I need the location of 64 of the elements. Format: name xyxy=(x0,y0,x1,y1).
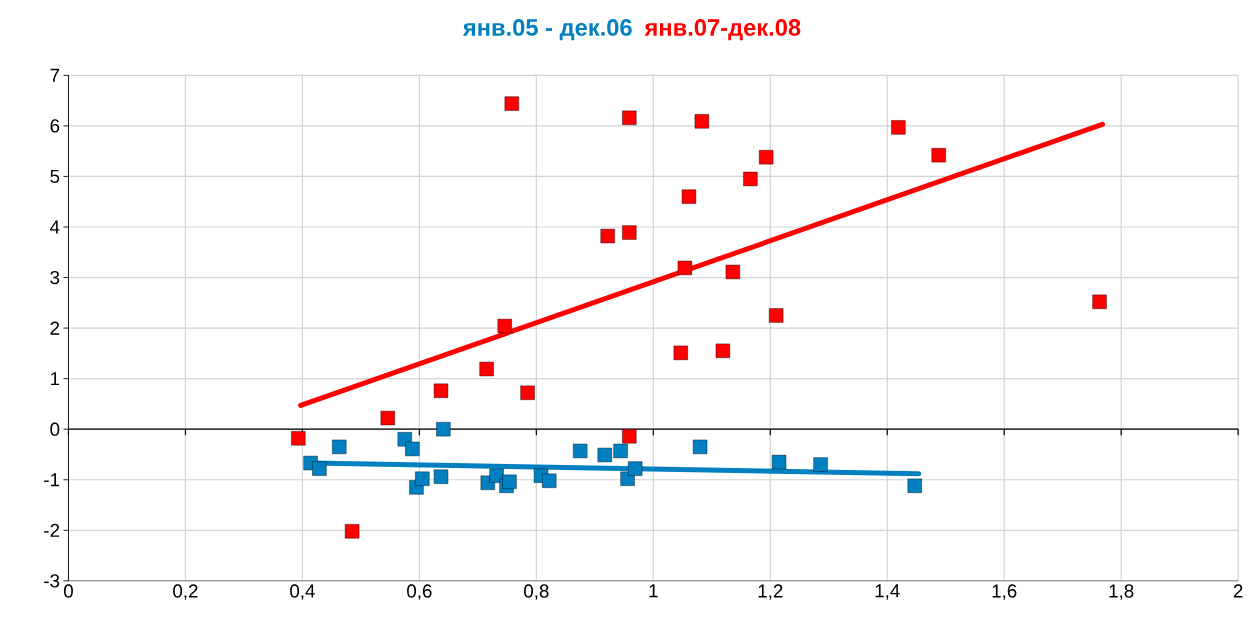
x-tick-label: 0 xyxy=(63,584,73,598)
point xyxy=(613,443,628,458)
x-tick-label: 1 xyxy=(649,584,658,598)
text: янв.07-дек.08 xyxy=(644,18,801,41)
point xyxy=(771,454,787,469)
point xyxy=(380,410,395,425)
y-tick-label: 1 xyxy=(51,371,60,385)
point xyxy=(405,441,420,456)
point xyxy=(673,345,688,360)
point xyxy=(573,443,588,458)
point xyxy=(344,523,360,539)
y-tick-label: -2 xyxy=(44,523,60,537)
point xyxy=(768,308,784,323)
y-tick-label: 6 xyxy=(50,119,60,133)
point xyxy=(692,439,708,454)
x-tick-label: 0,8 xyxy=(524,584,549,600)
y-tick-label: 5 xyxy=(50,169,60,183)
point xyxy=(813,457,828,472)
text: янв.05 - дек.06 xyxy=(462,18,632,41)
point xyxy=(332,439,347,454)
point xyxy=(694,113,709,129)
point xyxy=(597,447,612,462)
point xyxy=(759,149,774,165)
point xyxy=(715,343,731,358)
point xyxy=(497,318,512,333)
point xyxy=(622,110,637,125)
point xyxy=(628,461,643,476)
y-tick-label: 3 xyxy=(50,270,60,284)
y-tick-label: 2 xyxy=(50,321,60,335)
x-tick-label: 0,4 xyxy=(290,584,315,600)
x-tick-label: 1,8 xyxy=(1109,584,1134,600)
x-tick-label: 2 xyxy=(1233,584,1243,598)
x-tick-label: 0,2 xyxy=(173,584,198,600)
point xyxy=(622,225,637,240)
point xyxy=(891,120,906,135)
point xyxy=(622,428,637,444)
point xyxy=(504,96,519,111)
point xyxy=(1092,294,1107,309)
point xyxy=(436,421,451,437)
y-tick-label: -3 xyxy=(44,574,60,588)
y-tick-label: -1 xyxy=(44,473,60,486)
point xyxy=(677,260,693,275)
point xyxy=(291,430,306,446)
point xyxy=(520,385,535,400)
point xyxy=(907,478,922,493)
point xyxy=(312,461,327,476)
point xyxy=(681,189,697,204)
point xyxy=(542,473,557,488)
point xyxy=(433,469,449,484)
y-tick-label: 0 xyxy=(50,422,60,436)
x-tick-label: 1,2 xyxy=(758,584,783,600)
point xyxy=(433,383,449,398)
y-tick-label: 7 xyxy=(50,68,60,82)
point xyxy=(600,228,615,243)
point xyxy=(743,171,758,186)
point xyxy=(502,474,517,489)
x-tick-label: 1,6 xyxy=(992,584,1017,600)
point xyxy=(931,147,946,163)
y-tick-label: 4 xyxy=(50,220,60,234)
point xyxy=(725,264,740,279)
point xyxy=(415,471,430,486)
x-tick-label: 0,6 xyxy=(407,584,432,600)
x-tick-label: 1,4 xyxy=(875,584,900,600)
point xyxy=(479,361,494,376)
